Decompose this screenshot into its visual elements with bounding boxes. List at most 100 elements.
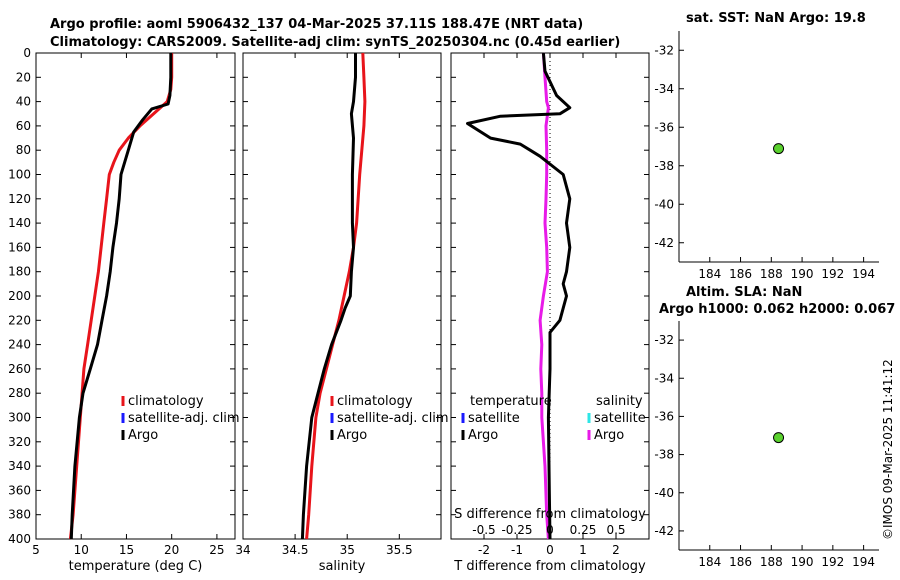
x-tick-label: 10 [74,543,89,557]
y-tick-label: -32 [654,333,674,347]
argo-line [300,53,357,540]
y-tick-label: 360 [8,483,31,497]
y-tick-label: -38 [654,159,674,173]
x-tick-label: -1 [511,543,523,557]
sla-map-panel: -32 -34 -36 -38 -40 -42 184 186 188 190 192 194 [654,321,879,569]
climatology-line [68,53,174,540]
y-tick-label: 400 [8,532,31,546]
x-tick-label: 184 [698,555,721,569]
x-tick-label: 34.5 [282,543,309,557]
s-tick-label: -0.5 [472,523,495,537]
x-tick-label: 35.5 [386,543,413,557]
y-tick-label: 380 [8,508,31,522]
y-tick-label: 200 [8,289,31,303]
x-tick-label: 2 [612,543,620,557]
legend-climatology-label: climatology [128,394,204,409]
y-tick-label: 60 [16,119,31,133]
x-tick-label: 1 [579,543,587,557]
y-tick-label: -34 [654,371,674,385]
y-tick-label: -34 [654,82,674,96]
y-tick-label: 340 [8,459,31,473]
y-tick-label: 120 [8,192,31,206]
legend-temperature-title: temperature [470,394,552,409]
y-tick-label: 300 [8,411,31,425]
x-tick-label: 184 [698,267,721,281]
legend-s-argo-label: Argo [594,428,624,443]
x-tick-label: -2 [478,543,490,557]
plot-frame [242,52,442,540]
copyright-text: ©IMOS 09-Mar-2025 11:41:12 [881,359,895,540]
header-line-1: Argo profile: aoml 5906432_137 04-Mar-20… [50,17,583,32]
s-tick-label: -0.25 [501,523,532,537]
y-tick-label: 80 [16,143,31,157]
s-axis-label: S difference from climatology [454,507,646,522]
x-tick-label: 194 [852,267,875,281]
y-tick-label: -42 [654,236,674,250]
y-tick-label: 20 [16,70,31,84]
x-tick-label: 190 [791,267,814,281]
argo-line [69,53,173,540]
s-tick-label: 0.25 [570,523,597,537]
x-tick-label: 20 [164,543,179,557]
legend-satellite-clim-label: satellite-adj. clim [128,411,240,426]
y-tick-label: -36 [654,409,674,423]
x-tick-label: 0 [546,543,554,557]
legend-argo-label: Argo [128,428,158,443]
sst-map-panel: -32 -34 -36 -38 -40 -42 184 186 188 190 192 194 [654,31,879,281]
x-tick-label: 188 [760,267,783,281]
x-tick-label: 15 [119,543,134,557]
y-tick-label: 140 [8,216,31,230]
x-tick-label: 34 [235,543,250,557]
y-tick-label: 180 [8,265,31,279]
y-tick-label: -42 [654,524,674,538]
x-axis-label: temperature (deg C) [69,559,203,574]
legend-s-satellite-label: satellite [594,411,646,426]
x-tick-label: 190 [791,555,814,569]
temperature-argo-diff-line [466,52,572,540]
y-tick-label: 0 [23,46,31,60]
y-tick-label: 240 [8,338,31,352]
x-tick-label: 186 [729,555,752,569]
y-tick-label: 260 [8,362,31,376]
y-tick-label: -40 [654,486,674,500]
x-tick-label: 192 [821,555,844,569]
x-tick-label: 192 [821,267,844,281]
y-tick-label: 100 [8,168,31,182]
x-tick-label: 35 [340,543,355,557]
legend-salinity-title: salinity [596,394,643,409]
y-tick-label: 280 [8,386,31,400]
plot-frame [35,52,236,540]
x-axis-label: salinity [319,559,366,574]
y-tick-label: 320 [8,435,31,449]
x-tick-label: 186 [729,267,752,281]
y-tick-label: -36 [654,120,674,134]
legend-t-satellite-label: satellite [468,411,520,426]
legend-argo-label: Argo [337,428,367,443]
salinity-argo-diff-line [538,52,550,540]
y-tick-label: 40 [16,95,31,109]
sla-map-title: Altim. SLA: NaN [686,285,802,300]
y-tick-label: 160 [8,240,31,254]
difference-panel: -2 -1 0 1 2 T difference from climatology S di… [450,52,650,574]
temperature-panel: 0 20 40 60 80 100 120 140 160 180 200 220 240 260 280 3… [8,46,240,574]
climatology-line [305,52,367,540]
x-tick-label: 188 [760,555,783,569]
x-tick-label: 25 [209,543,224,557]
y-tick-label: 220 [8,313,31,327]
header-line-2: Climatology: CARS2009. Satellite-adj cli… [50,35,620,50]
argo-location-marker [773,143,785,155]
y-tick-label: -32 [654,43,674,57]
y-tick-label: -40 [654,197,674,211]
s-tick-label: 0 [546,523,554,537]
legend-t-argo-label: Argo [468,428,498,443]
x-tick-label: 194 [852,555,875,569]
legend-satellite-clim-label: satellite-adj. clim [337,411,449,426]
argo-location-marker [773,432,785,444]
y-tick-label: -38 [654,448,674,462]
x-axis-label: T difference from climatology [453,559,646,574]
x-tick-label: 5 [32,543,40,557]
sla-map-subtitle: Argo h1000: 0.062 h2000: 0.067 [659,302,895,317]
s-tick-label: 0.5 [606,523,625,537]
sst-map-title: sat. SST: NaN Argo: 19.8 [686,11,866,26]
